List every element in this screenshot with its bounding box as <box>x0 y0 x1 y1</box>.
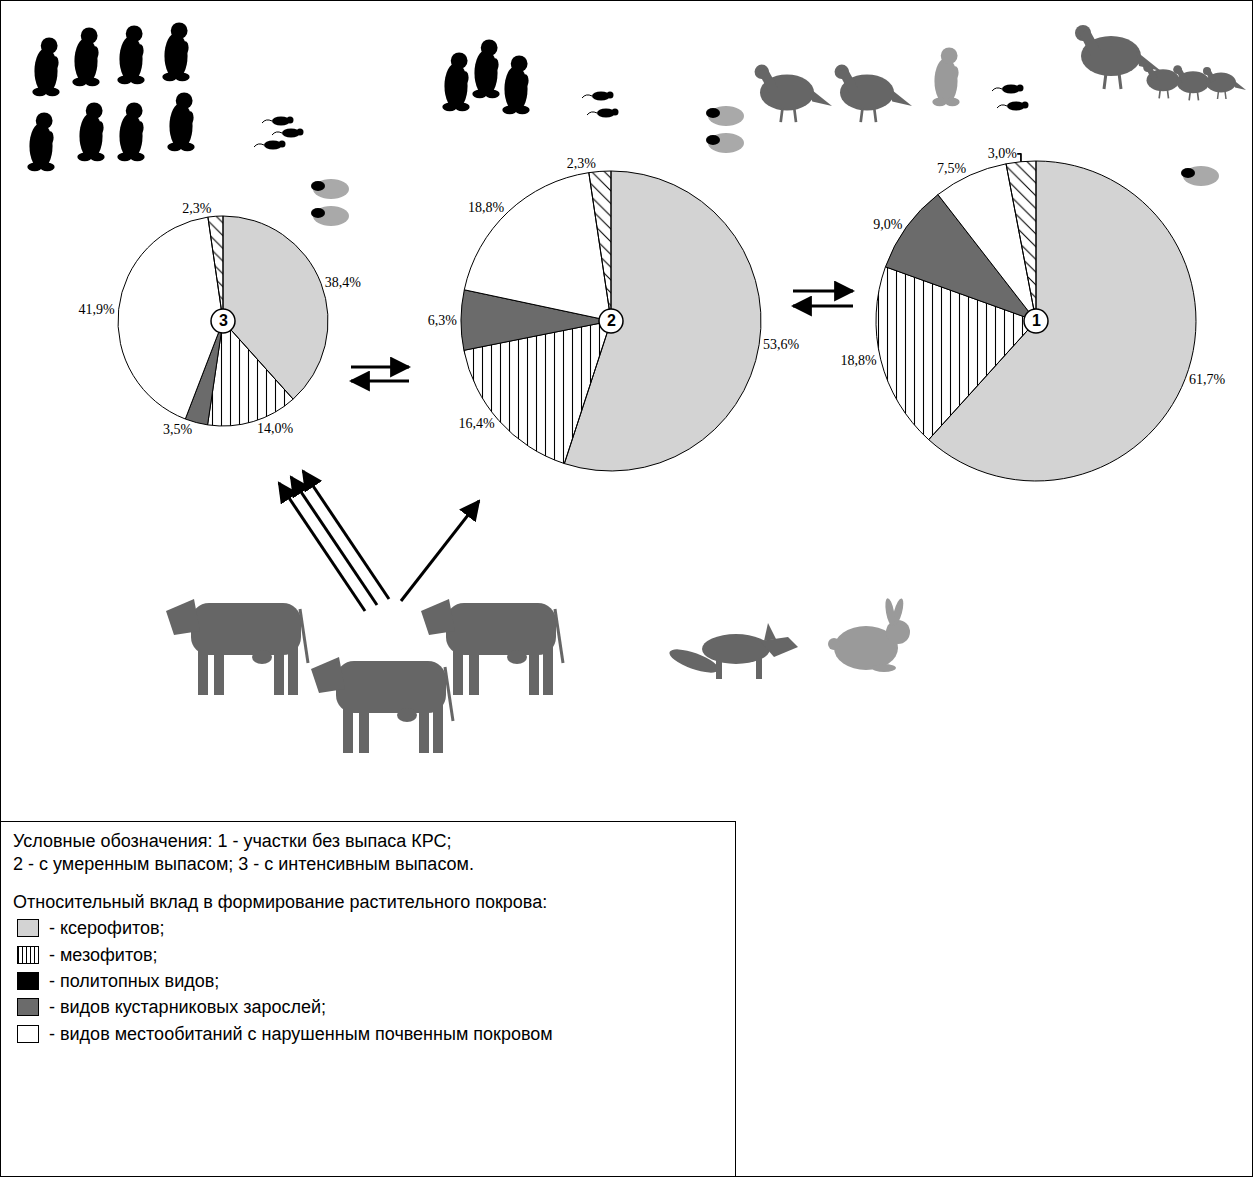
html-text:Условные обозначения: 1 - учас: Условные обозначения: 1 - участки без вы… <box>13 831 452 851</box>
svg-text:3,5%: 3,5% <box>163 422 193 437</box>
svg-text:2,3%: 2,3% <box>182 201 212 216</box>
html-text:- видов местообитаний с наруше: - видов местообитаний с нарушенным почве… <box>49 1023 553 1044</box>
html-text:- ксерофитов;: - ксерофитов; <box>49 918 165 939</box>
svg-text:3,0%: 3,0% <box>988 146 1018 161</box>
html-text:2 - с умеренным выпасом; 3 - с: 2 - с умеренным выпасом; 3 - с интенсивн… <box>13 854 474 875</box>
svg-text:1: 1 <box>1032 312 1041 329</box>
html-text:- видов кустарниковых зарослей: - видов кустарниковых зарослей; <box>49 997 327 1018</box>
svg-text:61,7%: 61,7% <box>1189 372 1226 387</box>
svg-text:6,3%: 6,3% <box>428 313 458 328</box>
svg-text:14,0%: 14,0% <box>257 421 294 436</box>
svg-text:41,9%: 41,9% <box>78 302 115 317</box>
svg-text:18,8%: 18,8% <box>841 353 878 368</box>
svg-text:38,4%: 38,4% <box>325 275 362 290</box>
svg-text:2,3%: 2,3% <box>567 156 597 171</box>
svg-text:2: 2 <box>607 312 616 329</box>
svg-text:3: 3 <box>219 312 228 329</box>
svg-text:16,4%: 16,4% <box>459 416 496 431</box>
html-text:Относительный вклад в формиров: Относительный вклад в формирование расти… <box>13 891 548 912</box>
html-text:- политопных видов;: - политопных видов; <box>49 971 220 991</box>
svg-text:53,6%: 53,6% <box>763 337 800 352</box>
svg-text:7,5%: 7,5% <box>937 161 967 176</box>
svg-text:18,8%: 18,8% <box>468 200 505 215</box>
svg-text:9,0%: 9,0% <box>873 217 903 232</box>
html-text:- мезофитов;: - мезофитов; <box>49 944 158 965</box>
